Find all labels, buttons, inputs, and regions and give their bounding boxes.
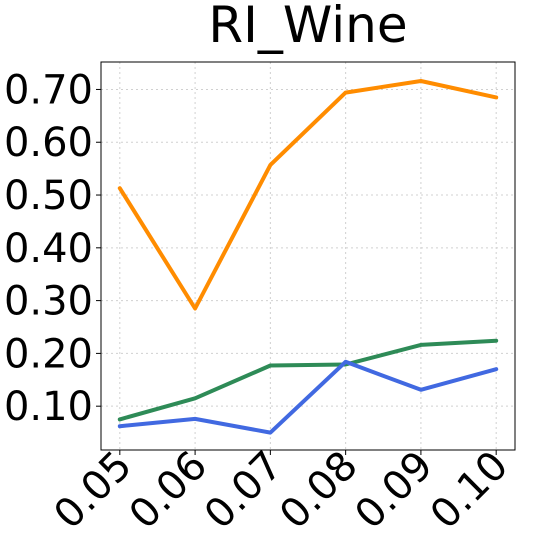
y-tick-label: 0.70 (4, 67, 93, 113)
x-tick-label: 0.05 (45, 443, 141, 539)
series-line-2 (117, 338, 499, 422)
x-axis: 0.050.060.070.080.090.10 (45, 443, 517, 539)
grid (101, 62, 515, 450)
plot-frame (100, 61, 516, 451)
y-tick-label: 0.40 (4, 226, 93, 272)
y-tick-label: 0.30 (4, 279, 93, 325)
x-tick-label: 0.10 (422, 443, 518, 539)
y-tick-label: 0.20 (4, 331, 93, 377)
y-tick-label: 0.60 (4, 120, 93, 166)
x-tick-label: 0.07 (196, 443, 292, 539)
x-tick-label: 0.06 (121, 443, 217, 539)
series-line-3 (117, 359, 499, 435)
y-tick-label: 0.10 (4, 384, 93, 430)
y-tick-label: 0.50 (4, 173, 93, 219)
series-lines (117, 79, 499, 435)
y-axis: 0.10 0.20 0.30 0.40 0.50 0.60 0.70 (4, 67, 101, 430)
series-line-1 (117, 79, 499, 311)
chart-title: RI_Wine (208, 0, 407, 54)
x-tick-label: 0.09 (346, 443, 442, 539)
x-tick-label: 0.08 (271, 443, 367, 539)
